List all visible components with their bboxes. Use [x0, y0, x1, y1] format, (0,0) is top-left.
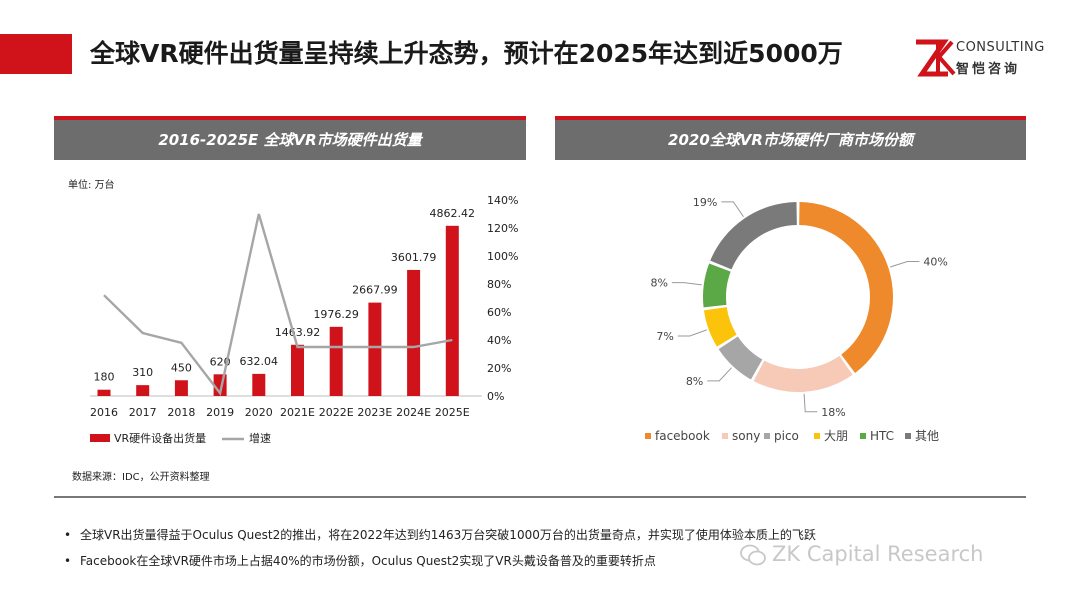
bullet-text: Facebook在全球VR硬件市场上占据40%的市场份额，Oculus Ques…	[80, 554, 656, 568]
growth-line	[103, 213, 453, 396]
bar-value-label: 310	[132, 366, 153, 379]
legend-label: 大朋	[824, 429, 848, 443]
slice-value-label: 18%	[821, 406, 845, 419]
bullet-marker: •	[64, 528, 72, 542]
watermark-text: ZK Capital Research	[772, 542, 984, 566]
y2-tick-label: 40%	[487, 334, 511, 347]
y2-tick-label: 140%	[487, 194, 518, 207]
slice-value-label: 19%	[693, 196, 717, 209]
slice-value-label: 8%	[650, 277, 667, 290]
x-tick-label: 2018	[167, 406, 195, 419]
bar	[136, 385, 150, 396]
legend-label: sony	[732, 429, 760, 443]
donut-slice	[753, 355, 853, 392]
x-tick-label: 2025E	[435, 406, 470, 419]
title-accent-bar	[0, 34, 72, 74]
bar	[329, 326, 343, 396]
bar	[97, 389, 111, 396]
donut-slice	[718, 336, 763, 380]
legend-bar-label: VR硬件设备出货量	[114, 431, 206, 445]
x-tick-label: 2024E	[396, 406, 431, 419]
zk-logo-icon	[916, 39, 956, 77]
bar-value-label: 450	[171, 361, 192, 374]
bar-value-label: 2667.99	[352, 284, 398, 297]
bar	[368, 302, 382, 396]
logo-chinese-text: 智恺咨询	[956, 62, 1021, 77]
shipment-combo-chart: 1802016310201745020186202019632.04202014…	[90, 194, 518, 445]
slice-value-label: 7%	[656, 330, 673, 343]
leader-line	[721, 201, 744, 218]
y2-tick-label: 100%	[487, 250, 518, 263]
unit-label: 单位: 万台	[68, 180, 115, 191]
legend-swatch	[860, 433, 866, 439]
x-tick-label: 2022E	[319, 406, 354, 419]
bar-value-label: 1976.29	[313, 308, 359, 321]
x-tick-label: 2020	[245, 406, 273, 419]
bar	[174, 380, 188, 396]
legend-label: HTC	[870, 429, 894, 443]
legend-swatch	[645, 433, 651, 439]
legend-swatch	[722, 433, 728, 439]
x-tick-label: 2017	[129, 406, 157, 419]
slice-value-label: 8%	[686, 375, 703, 388]
donut-slice	[703, 307, 737, 347]
left-panel-title: 2016-2025E 全球VR市场硬件出货量	[54, 116, 526, 160]
logo-text: CONSULTING	[956, 40, 1045, 55]
leader-line	[671, 282, 702, 286]
vendor-share-donut-chart: 40% 18% 8% 7% 8% 19% facebook sony pico 大朋 HTC 其他	[645, 196, 948, 443]
bullet-item: • 全球VR出货量得益于Oculus Quest2的推出，将在2022年达到约14…	[64, 526, 816, 543]
leader-line	[803, 393, 818, 413]
bar-value-label: 4862.42	[430, 207, 476, 220]
y2-tick-label: 120%	[487, 222, 518, 235]
watermark: ZK Capital Research	[740, 542, 983, 566]
legend-swatch	[814, 433, 820, 439]
bar	[291, 344, 304, 396]
bullet-item: • Facebook在全球VR硬件市场上占据40%的市场份额，Oculus Que…	[64, 552, 656, 569]
page-title: 全球VR硬件出货量呈持续上升态势，预计在2025年达到近5000万	[90, 39, 843, 68]
legend-line-label: 增速	[249, 431, 271, 445]
legend-label: pico	[774, 429, 799, 443]
source-label: 数据来源：IDC，公开资料整理	[72, 472, 210, 483]
leader-line	[890, 260, 920, 268]
y2-tick-label: 20%	[487, 362, 511, 375]
wechat-icon	[740, 544, 766, 566]
legend-swatch	[764, 433, 770, 439]
x-tick-label: 2019	[206, 406, 234, 419]
right-panel-title: 2020全球VR市场硬件厂商市场份额	[555, 116, 1026, 160]
y2-tick-label: 80%	[487, 278, 511, 291]
legend-label: 其他	[915, 429, 939, 443]
donut-slice	[799, 202, 893, 373]
x-tick-label: 2016	[90, 406, 118, 419]
leader-line	[707, 367, 732, 382]
donut-slice	[710, 202, 797, 270]
x-tick-label: 2023E	[357, 406, 392, 419]
bar	[407, 269, 421, 396]
y2-tick-label: 0%	[487, 390, 504, 403]
donut-slice	[703, 263, 731, 308]
y2-tick-label: 60%	[487, 306, 511, 319]
bullet-text: 全球VR出货量得益于Oculus Quest2的推出，将在2022年达到约146…	[80, 528, 816, 542]
divider	[54, 496, 1026, 498]
bar-value-label: 180	[94, 371, 115, 384]
bullet-marker: •	[64, 554, 72, 568]
x-tick-label: 2021E	[280, 406, 315, 419]
legend-swatch	[905, 433, 911, 439]
legend-label: facebook	[655, 429, 710, 443]
bar	[445, 225, 459, 396]
bar	[252, 373, 266, 396]
bar-value-label: 632.04	[240, 355, 278, 368]
bar-value-label: 3601.79	[391, 251, 437, 264]
bar-value-label: 1463.92	[275, 326, 321, 339]
slice-value-label: 40%	[923, 255, 947, 268]
leader-line	[677, 329, 707, 337]
legend-bar-swatch	[90, 434, 110, 442]
